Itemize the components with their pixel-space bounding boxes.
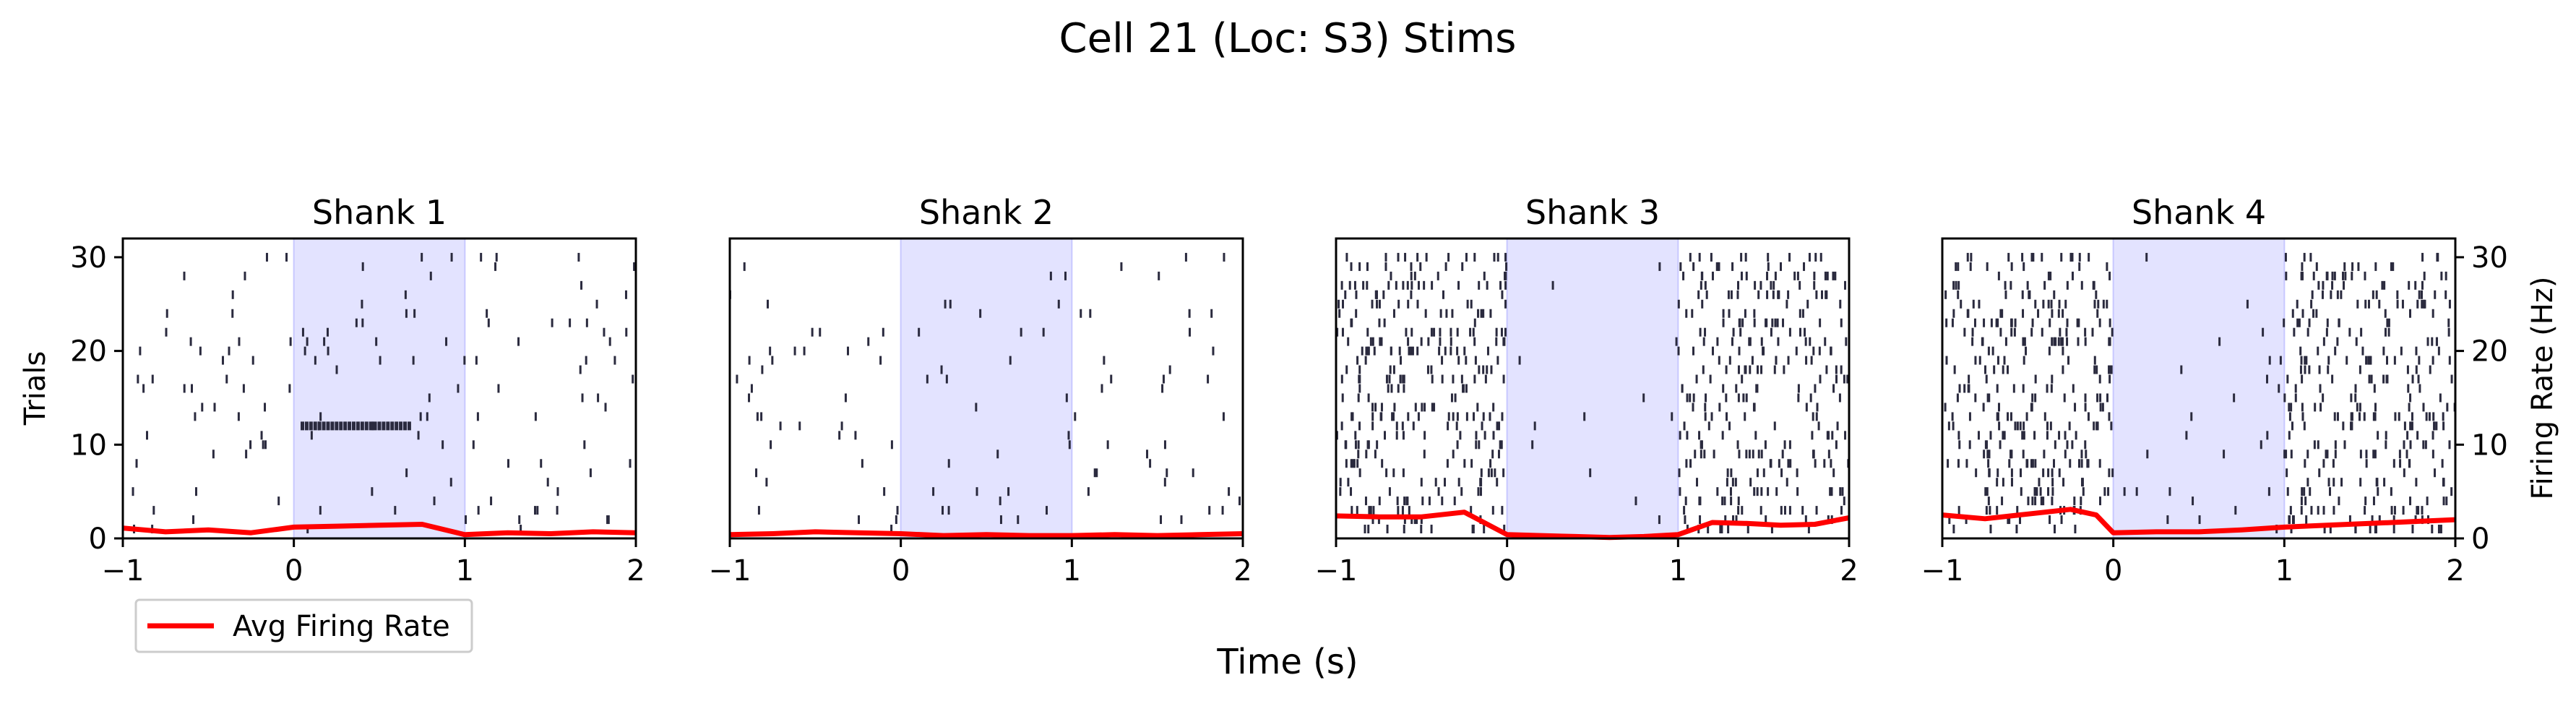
legend-label: Avg Firing Rate [233,610,450,643]
x-tick-label: 1 [1063,554,1081,588]
y-tick-label-right: 0 [2471,522,2489,556]
y-tick-label: 30 [70,241,107,275]
subplot-title: Shank 1 [312,193,447,232]
y-tick-label: 10 [70,429,107,462]
y-tick-label: 20 [70,335,107,369]
y-axis-label-left: Trials [19,351,52,426]
axes-frame [121,237,637,540]
x-tick-label: 1 [2275,554,2293,588]
avg-firing-rate-line [1942,507,2456,536]
x-tick-label: 0 [892,554,910,588]
axes-frame [1335,237,1851,540]
x-tick-label: 2 [1233,554,1252,588]
x-tick-label: 2 [2446,554,2464,588]
stimulus-window [293,238,466,539]
x-tick-label: −1 [709,554,751,588]
x-tick-label: 1 [1669,554,1687,588]
x-tick-label: 2 [1840,554,1858,588]
y-tick-label-right: 10 [2471,429,2508,462]
subplot-shank-2: Shank 2 −1 0 1 2 [709,193,1252,588]
avg-firing-rate-line [122,522,637,538]
y-tick-label: 0 [89,522,107,556]
x-tick-label: 1 [456,554,474,588]
x-tick-label: 0 [285,554,303,588]
subplot-title: Shank 4 [2132,193,2266,232]
stimulus-window [1506,238,1679,539]
x-tick-label: 2 [626,554,645,588]
subplot-shank-3: Shank 3 −1 0 1 2 [1315,193,1858,588]
figure-title: Cell 21 (Loc: S3) Stims [1059,15,1517,62]
x-tick-label: −1 [1921,554,1964,588]
axes-frame [728,237,1244,540]
stimulus-window [900,238,1073,539]
y-tick-label-right: 20 [2471,335,2508,369]
subplot-title: Shank 2 [919,193,1054,232]
x-tick-label: 0 [2104,554,2122,588]
subplot-title: Shank 3 [1525,193,1660,232]
legend-box [134,598,473,653]
legend: Avg Firing Rate [134,598,473,653]
x-tick-label: −1 [102,554,145,588]
x-tick-label: 0 [1498,554,1516,588]
avg-firing-rate-line [729,529,1244,538]
x-tick-label: −1 [1315,554,1358,588]
x-axis-label: Time (s) [1216,642,1358,682]
y-tick-label-right: 30 [2471,241,2508,275]
stimulus-window [2112,238,2286,539]
y-axis-label-right: Firing Rate (Hz) [2526,277,2559,500]
axes-frame [1941,237,2457,540]
